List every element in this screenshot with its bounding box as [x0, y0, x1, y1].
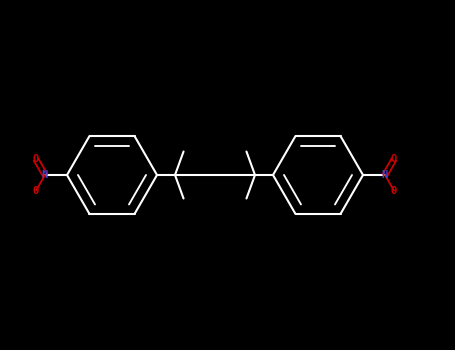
Text: N: N: [42, 170, 48, 180]
Text: O: O: [33, 186, 39, 196]
Text: N: N: [382, 170, 388, 180]
Text: O: O: [33, 154, 39, 164]
Text: O: O: [391, 186, 397, 196]
Text: O: O: [391, 154, 397, 164]
